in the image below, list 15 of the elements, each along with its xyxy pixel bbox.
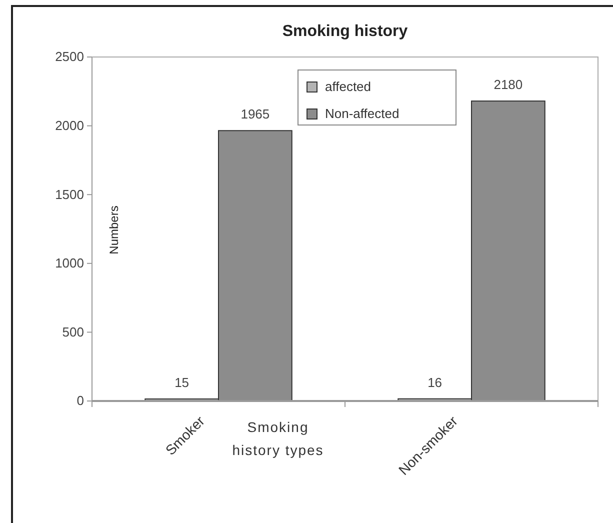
y-tick-label: 0 xyxy=(76,393,84,408)
chart-title: Smoking history xyxy=(282,23,408,40)
y-axis-title: Numbers xyxy=(107,206,121,254)
data-label: 16 xyxy=(428,374,442,390)
legend-label: affected xyxy=(325,79,372,94)
y-tick-label: 1000 xyxy=(55,256,84,271)
data-label: 15 xyxy=(174,374,190,390)
data-label: 2180 xyxy=(494,77,523,92)
y-tick-label: 1500 xyxy=(55,186,84,202)
y-tick-label: 2500 xyxy=(55,49,84,64)
y-tick-label: 2000 xyxy=(55,118,84,133)
y-tick-label: 500 xyxy=(62,324,84,340)
legend-label: Non-affected xyxy=(325,106,400,121)
data-label: 1965 xyxy=(240,106,270,122)
x-axis-title: Smoking history types xyxy=(232,419,324,458)
